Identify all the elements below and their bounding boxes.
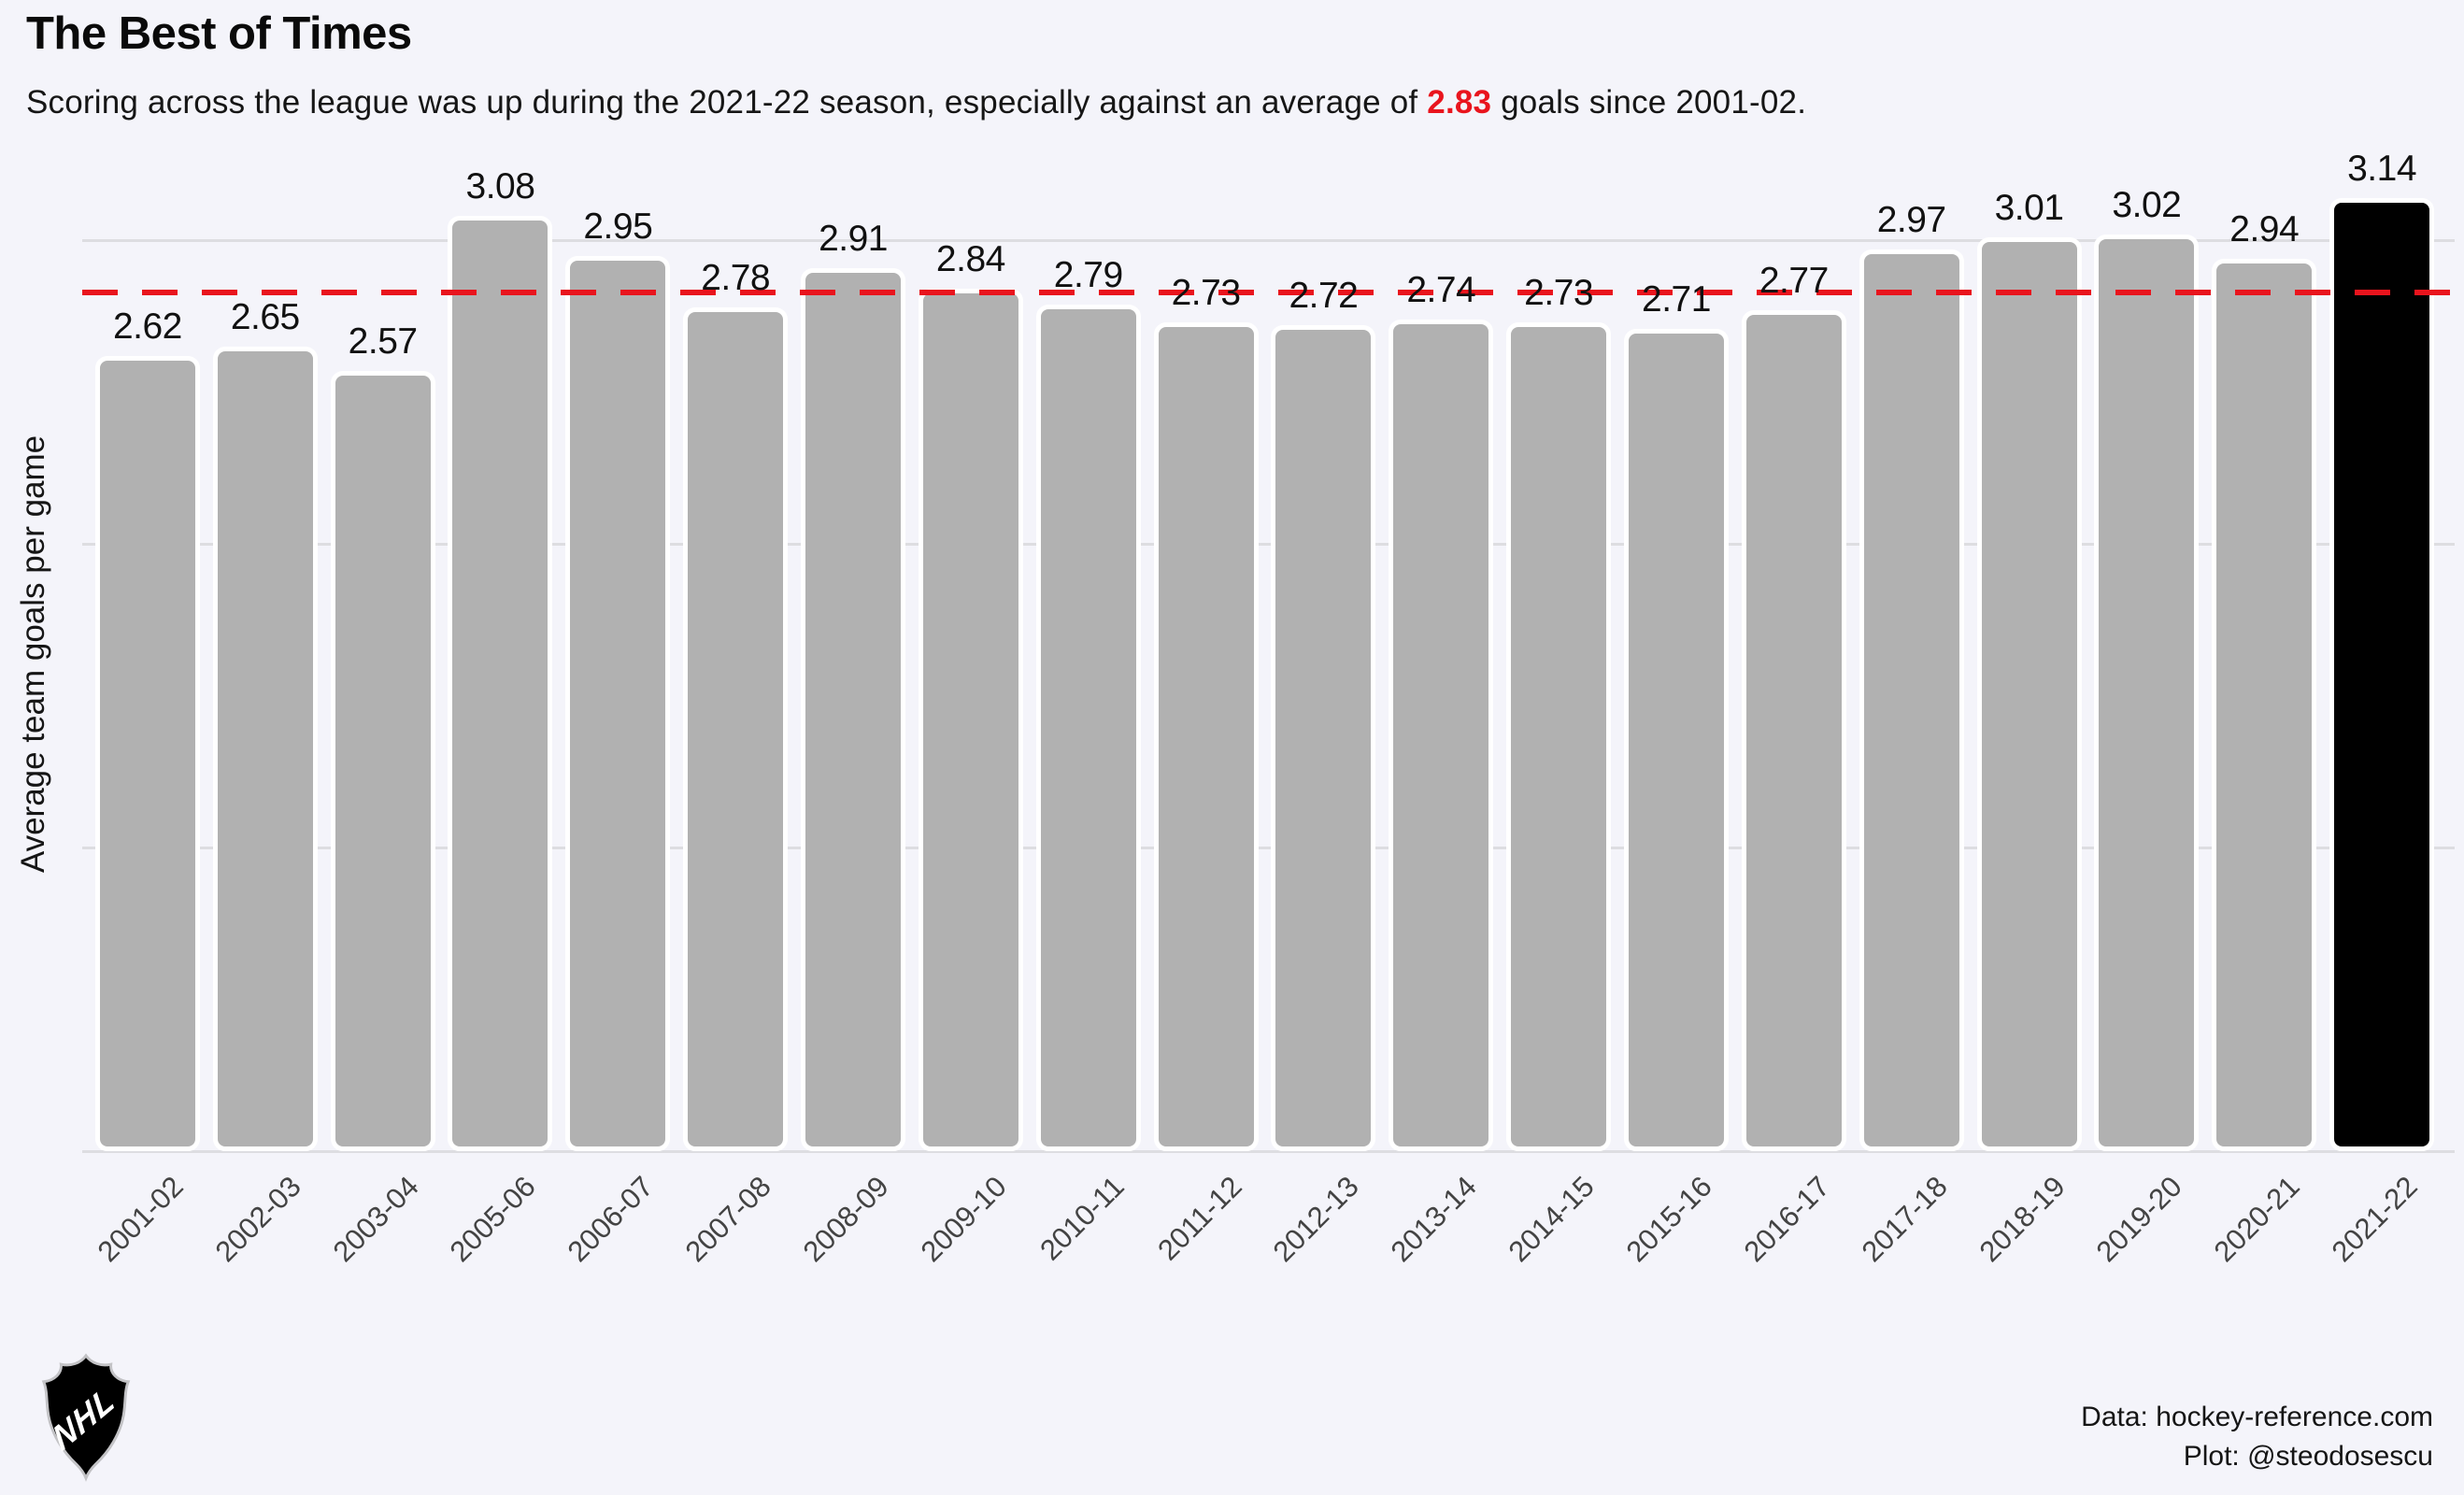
subtitle-highlight-value: 2.83 (1427, 84, 1492, 121)
bar-value-label-2007-08: 2.78 (701, 257, 771, 298)
bar-2011-12 (1153, 322, 1259, 1151)
bar-value-label-2012-13: 2.72 (1289, 276, 1359, 317)
bar-value-label-2014-15: 2.73 (1524, 273, 1594, 314)
bar-2010-11 (1035, 304, 1141, 1151)
gridline-3 (82, 238, 2455, 242)
bar-value-label-2002-03: 2.65 (230, 297, 300, 338)
bar-2015-16 (1623, 328, 1729, 1151)
bar-2005-06 (448, 216, 553, 1151)
bar-2009-10 (918, 289, 1023, 1151)
bar-2021-22 (2329, 197, 2435, 1151)
credits: Data: hockey-reference.com Plot: @steodo… (2081, 1398, 2433, 1476)
bar-value-label-2020-21: 2.94 (2229, 208, 2300, 249)
bar-value-label-2015-16: 2.71 (1642, 278, 1711, 320)
bar-2002-03 (212, 347, 318, 1151)
reference-line (82, 289, 2455, 295)
gridline-1 (82, 846, 2455, 849)
bar-2018-19 (1976, 237, 2082, 1151)
bar-value-label-2018-19: 3.01 (1994, 188, 2064, 229)
bar-value-label-2001-02: 2.62 (112, 306, 182, 347)
bar-2019-20 (2094, 234, 2200, 1151)
bar-value-label-2008-09: 2.91 (819, 218, 888, 259)
plot-author-credit: Plot: @steodosescu (2183, 1441, 2433, 1472)
bar-2013-14 (1389, 319, 1494, 1151)
bar-2014-15 (1506, 322, 1612, 1151)
bar-2003-04 (330, 371, 435, 1151)
bar-value-label-2010-11: 2.79 (1053, 254, 1123, 295)
subtitle-text-pre: Scoring across the league was up during … (26, 84, 1428, 121)
bar-2007-08 (683, 306, 789, 1151)
gridline-0 (82, 1149, 2455, 1153)
nhl-shield-logo: NHL (32, 1351, 140, 1484)
bar-2016-17 (1741, 310, 1846, 1151)
data-source-credit: Data: hockey-reference.com (2081, 1402, 2433, 1432)
bar-value-label-2005-06: 3.08 (465, 166, 535, 207)
subtitle-text-post: goals since 2001-02. (1491, 84, 1807, 121)
bar-value-label-2009-10: 2.84 (935, 239, 1005, 280)
chart-title: The Best of Times (26, 8, 412, 59)
bar-2006-07 (565, 255, 671, 1151)
gridline-2 (82, 542, 2455, 546)
bar-2008-09 (801, 267, 906, 1151)
y-axis-title: Average team goals per game (15, 434, 51, 874)
bar-2017-18 (1859, 249, 1964, 1151)
nhl-shield-icon: NHL (41, 1353, 131, 1482)
bar-2020-21 (2212, 258, 2317, 1151)
bar-value-label-2011-12: 2.73 (1171, 273, 1241, 314)
bar-value-label-2003-04: 2.57 (348, 321, 418, 363)
bar-value-label-2006-07: 2.95 (583, 206, 653, 247)
bar-value-label-2021-22: 3.14 (2347, 148, 2417, 189)
bar-value-label-2013-14: 2.74 (1406, 269, 1476, 310)
bar-2012-13 (1271, 325, 1376, 1151)
bar-value-label-2016-17: 2.77 (1759, 261, 1829, 302)
bar-2001-02 (94, 355, 200, 1151)
bar-value-label-2017-18: 2.97 (1876, 200, 1946, 241)
bar-value-label-2019-20: 3.02 (2112, 184, 2182, 225)
chart-subtitle: Scoring across the league was up during … (26, 84, 1806, 121)
